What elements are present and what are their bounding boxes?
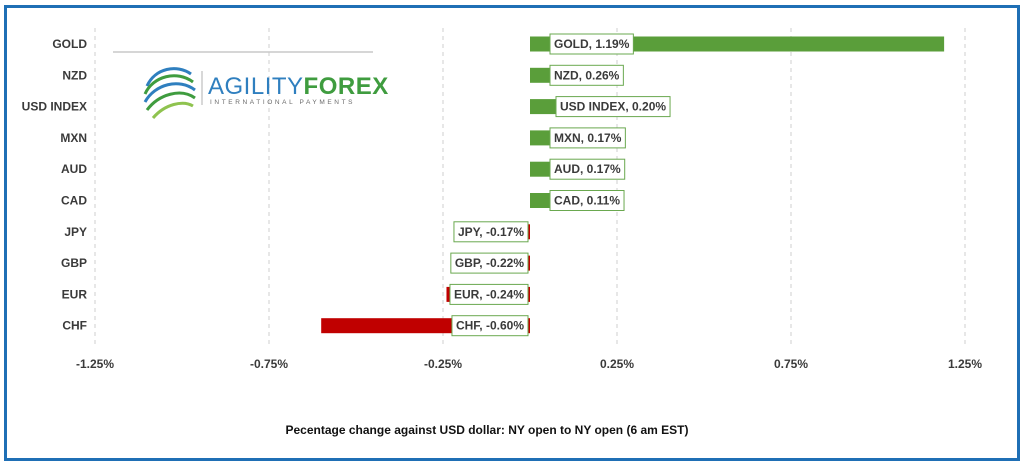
category-label: GBP	[61, 256, 87, 270]
tick-label: 1.25%	[948, 357, 982, 371]
gridlines	[94, 28, 966, 348]
data-label: CAD, 0.11%	[549, 190, 625, 211]
data-label-box	[549, 190, 625, 211]
bars	[321, 36, 945, 334]
data-label-text: AUD, 0.17%	[554, 162, 621, 176]
data-label-box	[449, 283, 529, 305]
tick-label: -1.25%	[76, 357, 114, 371]
data-label-box	[450, 252, 529, 274]
data-label-box	[549, 158, 626, 180]
category-label: GOLD	[52, 37, 87, 51]
category-labels: GOLD NZD USD INDEX MXN AUD CAD JPY GBP EUR CHF	[22, 37, 88, 333]
chart-frame: GOLD, 1.19% NZD, 0.26% USD INDEX, 0.20% MXN…	[4, 5, 1020, 461]
data-label-text: GBP, -0.22%	[455, 256, 524, 270]
agility-forex-logo: AGILITYFOREX INTERNATIONAL PAYMENTS	[113, 51, 389, 120]
tick-labels: -1.25% -0.75% -0.25% 0.25% 0.75% 1.25%	[76, 357, 982, 371]
category-label: EUR	[62, 287, 88, 301]
data-label-box	[549, 127, 626, 149]
data-label: USD INDEX, 0.20%	[555, 96, 671, 118]
data-label-text: MXN, 0.17%	[554, 131, 622, 145]
data-labels: GOLD, 1.19% NZD, 0.26% USD INDEX, 0.20% MXN…	[449, 33, 671, 337]
category-label: AUD	[61, 162, 87, 176]
tick-label: 0.75%	[774, 357, 808, 371]
data-label-box	[555, 96, 671, 118]
data-label-text: NZD, 0.26%	[554, 68, 620, 82]
globe-swoosh-icon	[143, 67, 196, 120]
category-label: MXN	[60, 131, 87, 145]
data-label: GBP, -0.22%	[450, 252, 529, 274]
data-label-text: CAD, 0.11%	[554, 194, 620, 208]
data-label: AUD, 0.17%	[549, 158, 626, 180]
logo-wordmark: AGILITYFOREX	[208, 73, 389, 100]
data-label-box	[451, 315, 529, 337]
data-label-box	[453, 221, 529, 243]
data-label-box	[549, 64, 624, 86]
logo-tagline: INTERNATIONAL PAYMENTS	[210, 99, 355, 106]
data-label-text: JPY, -0.17%	[458, 225, 524, 239]
data-label-text: EUR, -0.24%	[454, 287, 524, 301]
tick-label: 0.25%	[600, 357, 634, 371]
data-label: EUR, -0.24%	[449, 283, 529, 305]
data-label: CHF, -0.60%	[451, 315, 529, 337]
data-label: JPY, -0.17%	[453, 221, 529, 243]
data-label: MXN, 0.17%	[549, 127, 626, 149]
category-label: CHF	[62, 319, 87, 333]
data-label-text: GOLD, 1.19%	[554, 37, 630, 51]
chart-caption: Pecentage change against USD dollar: NY …	[286, 423, 689, 437]
category-label: NZD	[62, 68, 87, 82]
data-label-box	[549, 33, 634, 55]
tick-label: -0.25%	[424, 357, 462, 371]
data-label-text: USD INDEX, 0.20%	[560, 100, 666, 114]
category-label: JPY	[64, 225, 87, 239]
data-label: GOLD, 1.19%	[549, 33, 634, 55]
data-label-text: CHF, -0.60%	[456, 319, 524, 333]
data-label: NZD, 0.26%	[549, 64, 624, 86]
bar-chart: GOLD, 1.19% NZD, 0.26% USD INDEX, 0.20% MXN…	[22, 28, 982, 437]
category-label: USD INDEX	[22, 100, 87, 114]
tick-label: -0.75%	[250, 357, 288, 371]
category-label: CAD	[61, 194, 87, 208]
